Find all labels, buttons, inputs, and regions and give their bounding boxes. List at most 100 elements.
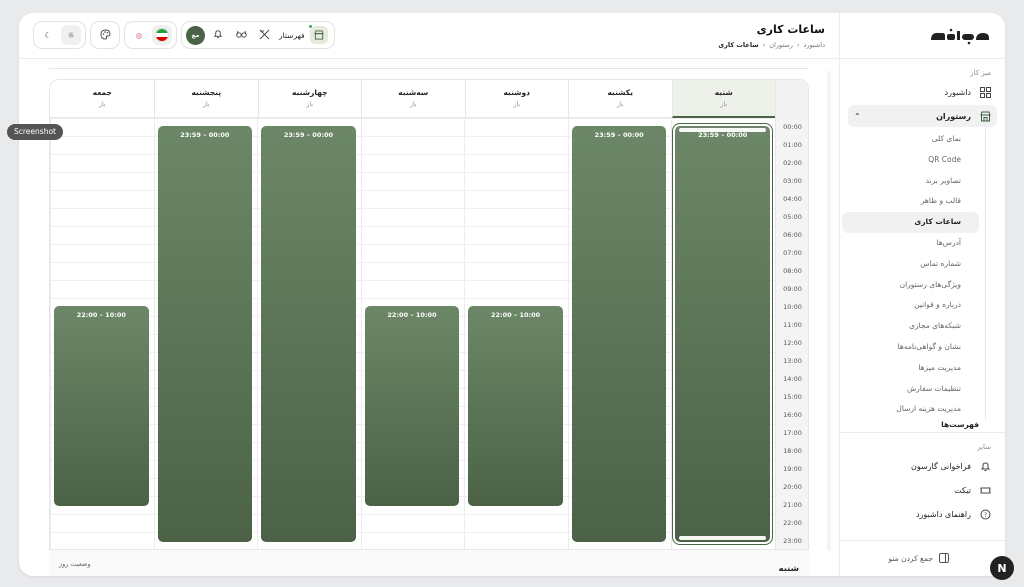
day-column[interactable] xyxy=(257,118,361,550)
sidebar-collapse-icon xyxy=(939,552,949,565)
light-mode-button[interactable]: ☼ xyxy=(61,25,81,45)
hour-label: 16:00 xyxy=(783,411,802,419)
sidebar-subitem[interactable]: QR Code xyxy=(928,154,961,164)
content-scrollbar[interactable] xyxy=(827,71,831,551)
sidebar-subitem[interactable]: ساعات کاری xyxy=(842,212,979,233)
open-hours-block[interactable]: 22:00 – 10:00 xyxy=(364,306,460,507)
hour-label: 14:00 xyxy=(783,375,802,383)
open-hours-block[interactable]: 23:59 – 00:00 xyxy=(571,126,667,542)
palette-button[interactable] xyxy=(95,25,115,45)
day-name: جمعه xyxy=(92,88,112,97)
day-status: باز xyxy=(513,101,520,108)
sidebar-item-menus-peek[interactable]: فهرست‌ها xyxy=(941,420,979,430)
sidebar-item-ticket[interactable]: تیکت xyxy=(848,479,997,501)
hour-gridline xyxy=(50,514,775,515)
day-column[interactable] xyxy=(464,118,568,550)
sidebar-item-waiter-call[interactable]: فراخوانی گارسون xyxy=(848,455,997,477)
day-column[interactable] xyxy=(360,118,465,550)
sidebar-item-dashboard-label: داشبورد xyxy=(944,87,971,97)
sidebar-subitem[interactable]: ویژگی‌های رستوران xyxy=(899,279,961,289)
day-header[interactable]: پنجشنبه باز xyxy=(154,80,258,118)
open-hours-block[interactable]: 23:59 – 00:00 xyxy=(157,126,253,542)
ticket-icon xyxy=(979,484,991,496)
day-header[interactable]: چهارشنبه باز xyxy=(257,80,362,118)
hour-label: 05:00 xyxy=(783,213,802,221)
open-hours-label: 23:59 – 00:00 xyxy=(594,131,644,139)
sidebar-subitem[interactable]: نشان و گواهی‌نامه‌ها xyxy=(897,341,961,351)
hour-gridline xyxy=(50,172,775,173)
sidebar-item-ticket-label: تیکت xyxy=(954,485,971,495)
days-header: شنبه باز یکشنبه باز دوشنبه باز سه‌شنبه باز چهارش… xyxy=(50,80,808,118)
sidebar-item-dashboard[interactable]: داشبورد xyxy=(848,81,997,103)
brand-logo[interactable] xyxy=(840,13,1005,59)
sidebar-subitem[interactable]: آدرس‌ها xyxy=(936,237,961,247)
hour-label: 11:00 xyxy=(783,321,802,329)
day-status: باز xyxy=(99,101,106,108)
screenshot-tag: Screenshot xyxy=(7,124,63,140)
breadcrumb-restaurant[interactable]: رستوران xyxy=(769,41,793,49)
resize-handle-top[interactable] xyxy=(679,128,766,132)
day-detail-bar: شنبه وضعیت روز xyxy=(49,549,809,576)
sidebar-subitem[interactable]: مدیریت هزینه ارسال xyxy=(896,404,961,414)
sidebar-section-other: سایر xyxy=(977,443,991,452)
kitchen-button[interactable] xyxy=(254,25,274,45)
day-column[interactable] xyxy=(671,118,775,550)
day-header[interactable]: یکشنبه باز xyxy=(568,80,672,118)
hour-label: 23:00 xyxy=(783,537,802,545)
open-hours-block[interactable]: 22:00 – 10:00 xyxy=(54,306,149,507)
day-name: شنبه xyxy=(714,88,733,97)
sidebar-subitem[interactable]: تصاویر برند xyxy=(925,175,961,185)
hour-label: 04:00 xyxy=(783,195,802,203)
open-hours-block[interactable]: 23:59 – 00:00 xyxy=(672,123,773,545)
bell-icon xyxy=(213,29,223,41)
glasses-button[interactable] xyxy=(231,25,251,45)
time-column: 00:00 01:00 02:00 03:00 04:00 05:00 06:00 07:00… xyxy=(775,118,808,550)
sidebar-section-work: میز کار xyxy=(970,69,991,77)
sidebar-item-guide[interactable]: ? راهنمای داشبورد xyxy=(848,503,997,525)
day-name: دوشنبه xyxy=(503,88,531,97)
hour-gridline xyxy=(50,118,775,119)
sidebar-item-waiter-call-label: فراخوانی گارسون xyxy=(910,461,971,471)
day-header[interactable]: شنبه باز xyxy=(671,80,775,118)
notifications-button[interactable] xyxy=(208,25,228,45)
breadcrumb: داشبورد ‹ رستوران ‹ ساعات کاری xyxy=(718,41,825,49)
open-hours-label: 23:59 – 00:00 xyxy=(698,131,748,139)
sidebar-subitem[interactable]: مدیریت میزها xyxy=(918,362,961,372)
language-global-button[interactable]: ◍ xyxy=(129,25,149,45)
hour-label: 09:00 xyxy=(783,285,802,293)
language-fa-button[interactable] xyxy=(152,25,172,45)
day-header[interactable]: دوشنبه باز xyxy=(464,80,569,118)
sidebar-item-restaurant[interactable]: رستوران ⌃ xyxy=(848,105,997,127)
store-name: فهرستار xyxy=(279,30,305,40)
sidebar-subitem[interactable]: درباره و قوانین xyxy=(914,300,961,310)
day-column[interactable] xyxy=(50,118,154,550)
dark-mode-button[interactable]: ☾ xyxy=(38,25,58,45)
hour-gridline xyxy=(50,262,775,263)
resize-handle-bottom[interactable] xyxy=(679,536,766,540)
hour-label: 03:00 xyxy=(783,177,802,185)
sidebar-subitem[interactable]: نمای کلی xyxy=(931,134,961,143)
collapse-menu-button[interactable]: جمع کردن منو xyxy=(839,540,1005,576)
sidebar-subitem[interactable]: تنظیمات سفارش xyxy=(907,383,961,393)
day-status: باز xyxy=(617,101,624,108)
day-header[interactable]: جمعه باز xyxy=(51,80,155,118)
online-status-dot xyxy=(307,24,313,29)
hour-label: 02:00 xyxy=(783,159,802,167)
hour-gridline xyxy=(50,136,775,137)
open-hours-label: 23:59 – 00:00 xyxy=(180,131,230,139)
sidebar-subitem[interactable]: قالب و ظاهر xyxy=(920,196,961,206)
day-column[interactable] xyxy=(567,118,672,550)
day-header[interactable]: سه‌شنبه باز xyxy=(361,80,465,118)
breadcrumb-dashboard[interactable]: داشبورد xyxy=(803,41,826,49)
open-hours-block[interactable]: 22:00 – 10:00 xyxy=(468,306,563,507)
day-name: یکشنبه xyxy=(607,88,633,97)
day-name: چهارشنبه xyxy=(291,88,328,97)
day-column[interactable] xyxy=(153,118,258,550)
avatar[interactable]: مع xyxy=(186,25,205,45)
grid-icon xyxy=(979,86,991,98)
hour-label: 08:00 xyxy=(783,267,802,275)
open-hours-block[interactable]: 23:59 – 00:00 xyxy=(261,126,356,542)
store-selector[interactable]: فهرستار xyxy=(277,24,330,44)
sidebar-subitem[interactable]: شماره تماس xyxy=(920,258,961,268)
sidebar-subitem[interactable]: شبکه‌های مجازی xyxy=(909,321,961,331)
